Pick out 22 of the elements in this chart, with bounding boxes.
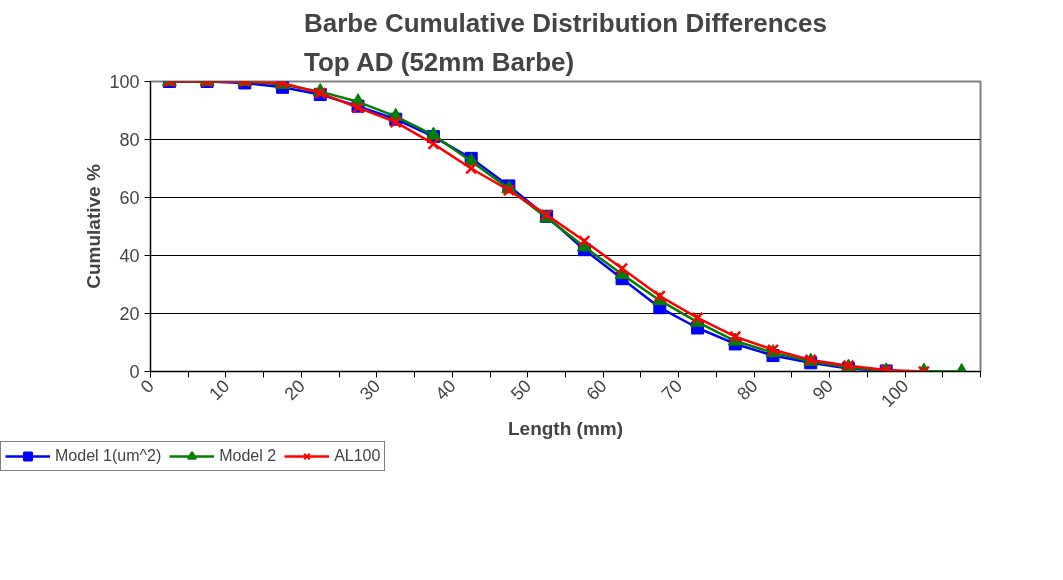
y-tick-label: 60: [119, 188, 140, 208]
y-tick-label: 40: [119, 246, 140, 266]
x-tick-label: 80: [733, 375, 762, 405]
legend-label: AL100: [334, 447, 381, 465]
x-tick-label: 90: [808, 375, 838, 405]
x-axis-title: Length (mm): [507, 417, 624, 439]
legend-label: Model 2: [219, 447, 277, 465]
legend-label: Model 1(um^2): [55, 447, 162, 465]
y-axis-title: Cumulative %: [83, 164, 105, 289]
x-tick-label: 20: [280, 375, 309, 405]
y-tick-label: 20: [119, 304, 140, 324]
x-tick-label: 30: [355, 375, 385, 405]
y-tick-label: 80: [119, 130, 140, 150]
y-tick-label: 0: [129, 362, 140, 382]
x-tick-label: 50: [506, 375, 536, 405]
chart-title: Barbe Cumulative Distribution Differences Top AD (52mm Barbe): [304, 7, 827, 77]
x-tick-label: 60: [582, 375, 611, 405]
x-tick-label: 10: [205, 375, 234, 405]
x-tick-label: 70: [657, 375, 687, 405]
x-tick-label: 40: [431, 375, 460, 405]
y-tick-label: 100: [109, 72, 140, 92]
x-tick-label: 100: [877, 375, 913, 412]
